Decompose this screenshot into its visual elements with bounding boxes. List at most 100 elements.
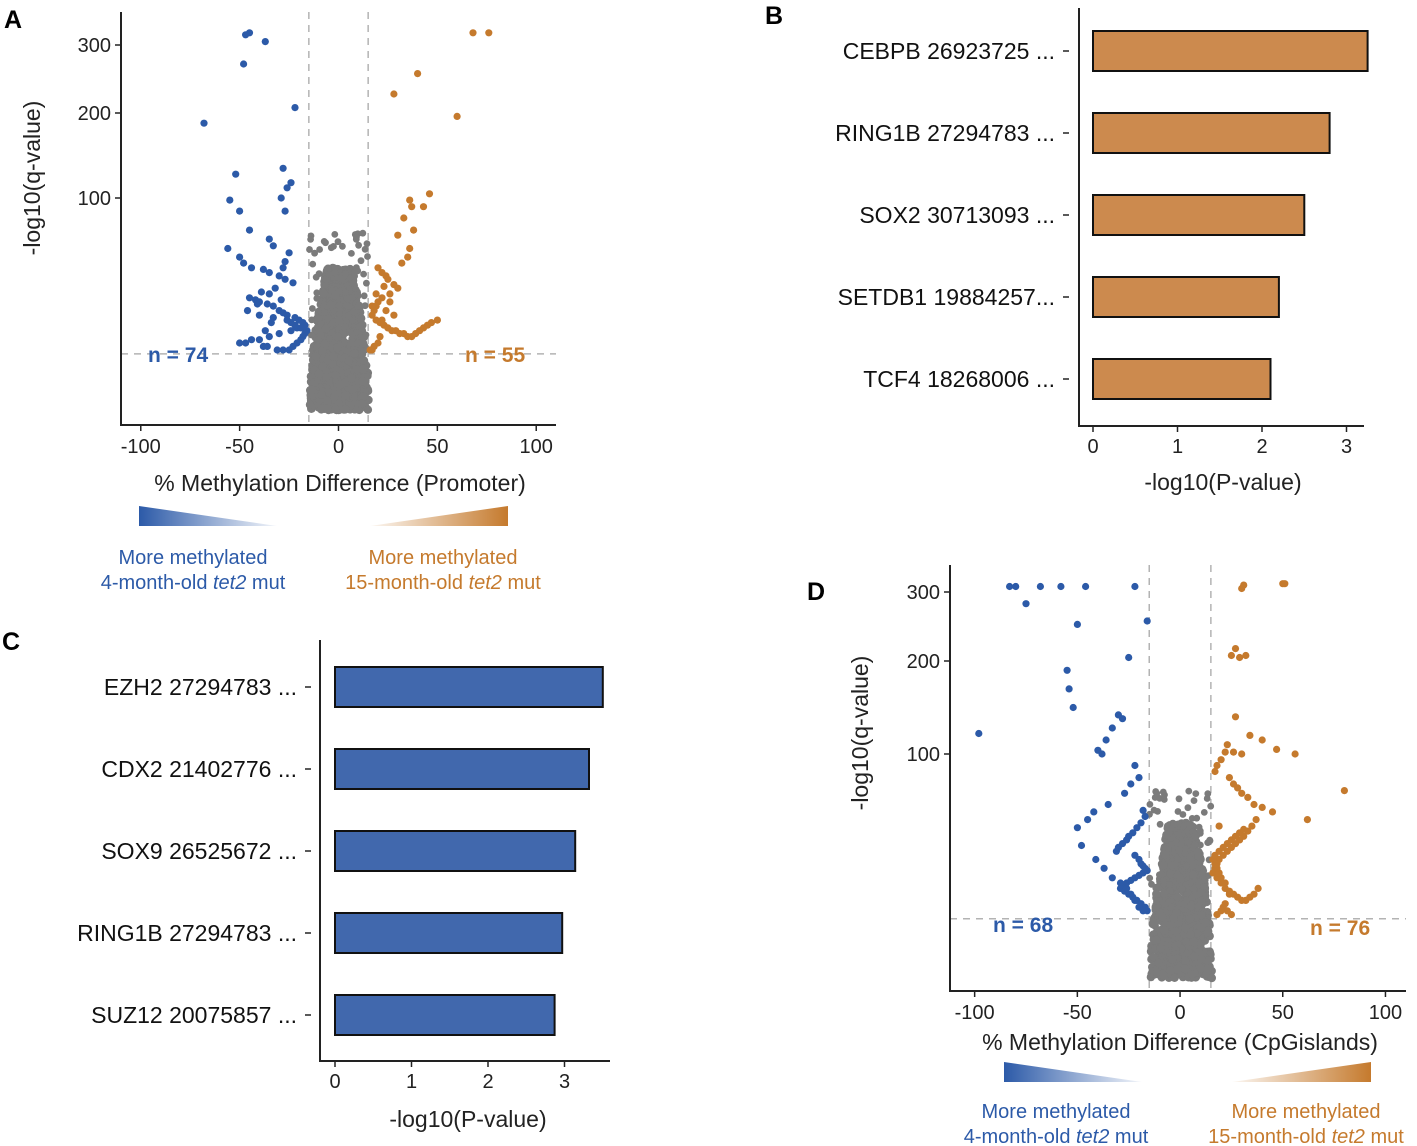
point-not-significant	[320, 301, 329, 311]
point-not-significant	[316, 246, 323, 253]
point-not-significant	[1193, 814, 1201, 822]
point-not-significant	[323, 404, 332, 413]
point-not-significant	[331, 405, 340, 414]
point-not-significant	[313, 295, 321, 302]
category-label: SOX9 26525672 ...	[101, 838, 297, 864]
point-blue	[275, 272, 283, 280]
panel-letter-a: A	[4, 6, 22, 34]
point-not-significant	[1166, 886, 1174, 894]
bar	[334, 748, 590, 790]
point-not-significant	[1191, 841, 1199, 849]
point-not-significant	[357, 257, 365, 265]
legend-right-line2: 15-month-old tet2 mut	[345, 572, 541, 594]
point-not-significant	[1146, 874, 1154, 882]
point-blue	[273, 346, 281, 354]
point-not-significant	[1150, 936, 1159, 945]
point-orange	[376, 333, 384, 341]
point-not-significant	[1153, 789, 1161, 797]
point-blue	[1127, 890, 1135, 898]
point-not-significant	[348, 250, 355, 257]
point-orange	[1242, 651, 1250, 660]
point-not-significant	[1154, 958, 1163, 968]
point-blue	[1133, 824, 1141, 832]
point-not-significant	[1192, 790, 1200, 797]
left-count-label: n = 74	[148, 344, 208, 367]
point-not-significant	[1175, 830, 1183, 838]
point-not-significant	[1185, 787, 1193, 795]
point-blue	[1137, 819, 1145, 827]
point-not-significant	[1203, 795, 1211, 802]
orange-gradient-wedge	[370, 506, 508, 526]
point-not-significant	[1168, 955, 1177, 964]
point-not-significant	[1146, 801, 1154, 808]
point-not-significant	[359, 392, 368, 401]
point-not-significant	[311, 352, 321, 361]
point-not-significant	[330, 301, 338, 309]
point-blue	[247, 264, 256, 272]
point-blue	[1022, 600, 1030, 608]
point-blue	[1063, 666, 1071, 674]
category-label: TCF4 18268006 ...	[863, 366, 1055, 392]
point-orange	[1211, 767, 1219, 776]
point-not-significant	[328, 359, 337, 368]
point-orange	[394, 231, 402, 239]
point-not-significant	[359, 356, 368, 365]
point-blue	[1123, 884, 1131, 893]
point-orange	[1258, 736, 1266, 744]
point-not-significant	[357, 314, 366, 323]
point-not-significant	[1159, 889, 1169, 898]
panel-letter-b: B	[765, 2, 783, 30]
point-blue	[1108, 874, 1116, 882]
bar	[1092, 358, 1272, 400]
point-not-significant	[1160, 926, 1169, 935]
point-not-significant	[1203, 956, 1213, 966]
point-blue	[1112, 847, 1120, 855]
point-not-significant	[354, 267, 362, 275]
point-not-significant	[308, 379, 317, 389]
point-not-significant	[352, 365, 361, 374]
x-tick-label: 2	[1256, 436, 1267, 458]
point-orange	[1223, 741, 1231, 749]
point-not-significant	[1168, 903, 1175, 911]
point-not-significant	[335, 310, 343, 318]
point-blue	[247, 336, 256, 344]
point-blue	[1135, 903, 1143, 911]
point-orange	[386, 290, 394, 298]
point-not-significant	[1194, 903, 1202, 911]
point-blue	[1121, 789, 1129, 797]
point-not-significant	[360, 270, 367, 278]
point-orange	[384, 275, 392, 283]
data-points	[200, 29, 493, 415]
point-orange	[406, 244, 414, 253]
point-orange	[1340, 787, 1348, 795]
bar	[334, 830, 577, 872]
point-not-significant	[342, 270, 349, 278]
point-not-significant	[1152, 968, 1162, 977]
point-not-significant	[1185, 914, 1194, 924]
point-orange	[1273, 745, 1281, 754]
point-orange	[404, 253, 412, 261]
point-orange	[469, 29, 477, 37]
point-not-significant	[313, 289, 321, 297]
point-blue	[287, 327, 295, 335]
point-blue	[1100, 864, 1108, 872]
x-axis-title: -log10(P-value)	[1144, 469, 1301, 495]
point-not-significant	[320, 339, 330, 348]
point-blue	[236, 207, 244, 215]
point-not-significant	[1177, 841, 1185, 849]
point-not-significant	[1162, 830, 1171, 839]
point-not-significant	[318, 346, 327, 355]
point-not-significant	[1168, 841, 1175, 848]
point-orange	[1221, 748, 1229, 756]
point-blue	[287, 179, 295, 187]
point-orange	[1225, 890, 1233, 898]
point-blue	[277, 194, 285, 202]
point-not-significant	[1174, 855, 1182, 863]
bar	[1092, 112, 1331, 154]
point-blue	[279, 346, 287, 354]
legend-right-suffix: mut	[502, 572, 541, 594]
point-not-significant	[1166, 881, 1173, 888]
point-not-significant	[1207, 802, 1215, 810]
legend-right-gene: tet2	[469, 572, 502, 594]
